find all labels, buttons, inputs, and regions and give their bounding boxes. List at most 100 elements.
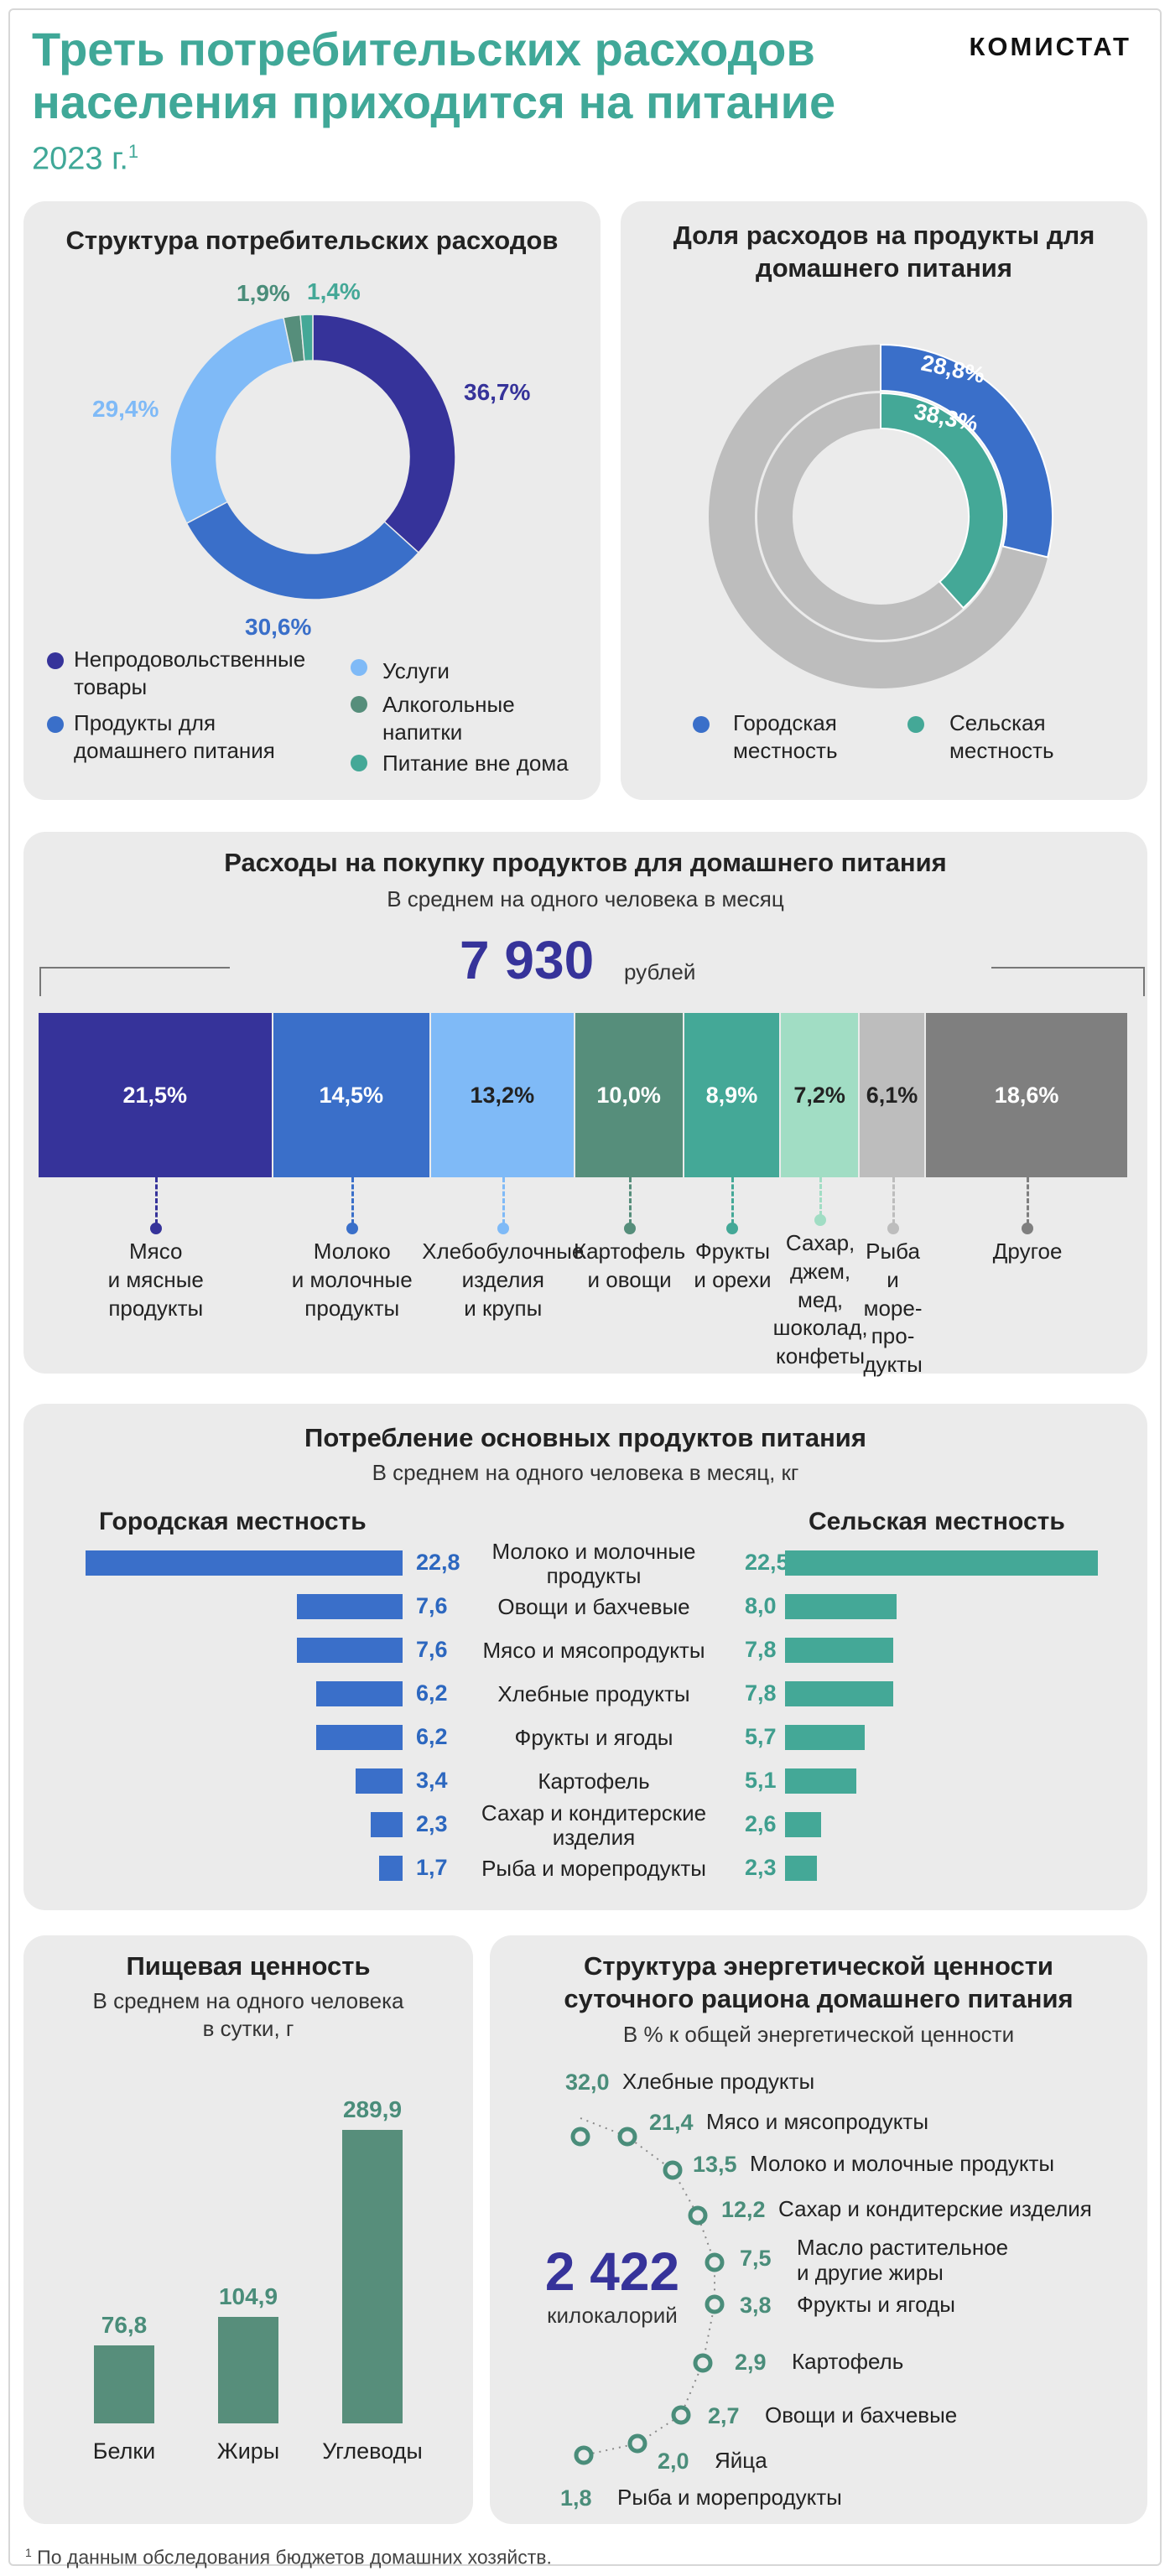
urban-value: 2,3 [416, 1811, 448, 1836]
rural-value: 5,7 [745, 1724, 777, 1749]
category-label: Фрукты и орехи [694, 1238, 771, 1295]
energy-label-line: Овощи и бахчевые [765, 2402, 958, 2428]
legend-outside: Питание вне дома [382, 750, 569, 776]
category-leader-line [351, 1177, 354, 1224]
category-label-line: Картофель [573, 1239, 686, 1264]
category-dot [814, 1214, 827, 1226]
category-label-line: море- [863, 1295, 923, 1321]
komistat-logo: КОМИСТАТ [969, 32, 1131, 61]
legend-alcohol: Алкогольные напитки [382, 692, 515, 745]
chart-title-nutrition: Пищевая ценность [126, 1951, 371, 1981]
bar-segment: 13,2% [431, 1013, 574, 1177]
chart-title-purchases: Расходы на покупку продуктов для домашне… [224, 848, 947, 877]
category-dot [149, 1223, 162, 1234]
energy-label: Мясо и мясопродукты [706, 2109, 928, 2135]
energy-label-line: Молоко и молочные продукты [750, 2151, 1055, 2176]
slice-services [169, 316, 294, 525]
category-label-line: конфеты [776, 1343, 866, 1369]
category-label: Мясо и мясные продукты [108, 1238, 204, 1322]
label-home-food: 30,6% [245, 614, 312, 640]
label-outside: 1,4% [307, 278, 361, 304]
energy-point [627, 2433, 647, 2454]
category-dot [1022, 1223, 1034, 1234]
urban-value: 7,6 [416, 1637, 448, 1662]
bar-segment: 14,5% [273, 1013, 429, 1177]
chart-subtitle-nutrition: В среднем на одного человека в сутки, г [23, 1987, 473, 2042]
total-bracket [39, 967, 1145, 996]
panel-consumption: Потребление основных продуктов питания В… [23, 1404, 1147, 1910]
category-leader-line [502, 1177, 505, 1224]
category-label-line: про- [871, 1323, 915, 1349]
product-label: Фрукты и ягоды [468, 1726, 720, 1750]
category-label: Картофель и овощи [574, 1238, 685, 1295]
energy-label-line: Картофель [792, 2349, 904, 2374]
rural-bar [785, 1856, 818, 1881]
category-label-line: Фрукты [694, 1239, 771, 1264]
chart-title-energy: Структура энергетической ценности суточн… [490, 1950, 1147, 2016]
rural-bar [785, 1725, 865, 1750]
footnote-text: По данным обследования бюджетов домашних… [31, 2546, 552, 2568]
rural-bar [785, 1594, 897, 1619]
category-label-line: продукты [304, 1295, 400, 1321]
category-label-line: Хлебобулочные [422, 1239, 585, 1264]
urban-bar [86, 1550, 403, 1576]
stacked-bar: 21,5% 14,5% 13,2% 10,0% 8,9% 7,2% 6,1% 18,6% [39, 1013, 1129, 1177]
category-dot [726, 1223, 739, 1234]
product-label: Молоко и молочные продукты [468, 1540, 720, 1587]
energy-label-line: Масло растительное [797, 2235, 1009, 2260]
energy-total: 2 422 [544, 2241, 680, 2302]
page-frame [8, 8, 1162, 2566]
energy-label-line: Хлебные продукты [622, 2069, 815, 2094]
nutrition-value: 76,8 [101, 2312, 148, 2339]
energy-label-line: и другие жиры [797, 2259, 944, 2285]
page-title: Треть потребительских расходов населения… [32, 23, 835, 128]
energy-arc [570, 2117, 725, 2465]
energy-dotted-curve [580, 2117, 715, 2456]
bar-segment: 6,1% [859, 1013, 925, 1177]
category-dot [623, 1223, 636, 1234]
energy-value: 2,0 [658, 2449, 689, 2474]
urban-bar [355, 1768, 403, 1794]
urban-value: 22,8 [416, 1550, 460, 1575]
legend-dot-urban [693, 716, 710, 733]
energy-label-line: Яйца [715, 2448, 767, 2473]
energy-point [693, 2353, 713, 2373]
nutrition-bar [218, 2317, 278, 2423]
urban-value: 1,7 [416, 1855, 448, 1880]
energy-label: Масло растительное и другие жиры [797, 2235, 1009, 2286]
nutrition-subtitle-line-1: В среднем на одного человека [92, 1988, 404, 2013]
legend-nonfood: Непродовольственные товары [74, 647, 306, 699]
nutrition-category: Белки [92, 2438, 156, 2464]
product-label-line: Рыба и морепродукты [481, 1856, 706, 1881]
product-label: Овощи и бахчевые [468, 1595, 720, 1619]
subtitle-year: 2023 г. [32, 141, 128, 177]
chart-subtitle-energy: В % к общей энергетической ценности [622, 2022, 1015, 2047]
nutrition-subtitle-line-2: в сутки, г [202, 2015, 294, 2041]
product-label-line: продукты [546, 1562, 642, 1588]
energy-labels: 32,0 Хлебные продукты 21,4 Мясо и мясопроду… [490, 1935, 1147, 2524]
title-line-1: Треть потребительских расходов [32, 23, 815, 75]
category-label-line: шоколад, [772, 1315, 868, 1341]
energy-title-line-1: Структура энергетической ценности [584, 1951, 1053, 1981]
category-label: Другое [993, 1238, 1063, 1266]
slice-nonfood [312, 314, 456, 554]
energy-title-line-2: суточного рациона домашнего питания [564, 1983, 1074, 2013]
energy-label: Хлебные продукты [622, 2069, 815, 2095]
energy-point [663, 2160, 683, 2180]
product-label-line: Картофель [538, 1768, 650, 1794]
legend-dot-services [351, 659, 367, 676]
category-label: Хлебобулочные изделия и крупы [422, 1238, 584, 1322]
urban-bar [316, 1725, 403, 1750]
panel-home-food-share: Доля расходов на продукты для домашнего … [621, 201, 1147, 800]
nutrition-category: Жиры [216, 2438, 280, 2464]
page-subtitle: 2023 г.1 [32, 141, 138, 178]
category-label-line: продукты [108, 1295, 204, 1321]
stacked-bar-categories: Мясо и мясные продукты Молоко и молочные прод… [39, 1177, 1129, 1377]
chart-title-consumption: Потребление основных продуктов питания [304, 1423, 866, 1452]
total-unit: рублей [624, 959, 696, 984]
panel-energy-structure: Структура энергетической ценности суточн… [490, 1935, 1147, 2524]
urban-bar [370, 1812, 403, 1837]
legend-home-food: Продукты для домашнего питания [74, 710, 275, 763]
chart-title-home-food-share: Доля расходов на продукты для домашнего … [673, 221, 1095, 283]
product-label: Рыба и морепродукты [468, 1857, 720, 1881]
